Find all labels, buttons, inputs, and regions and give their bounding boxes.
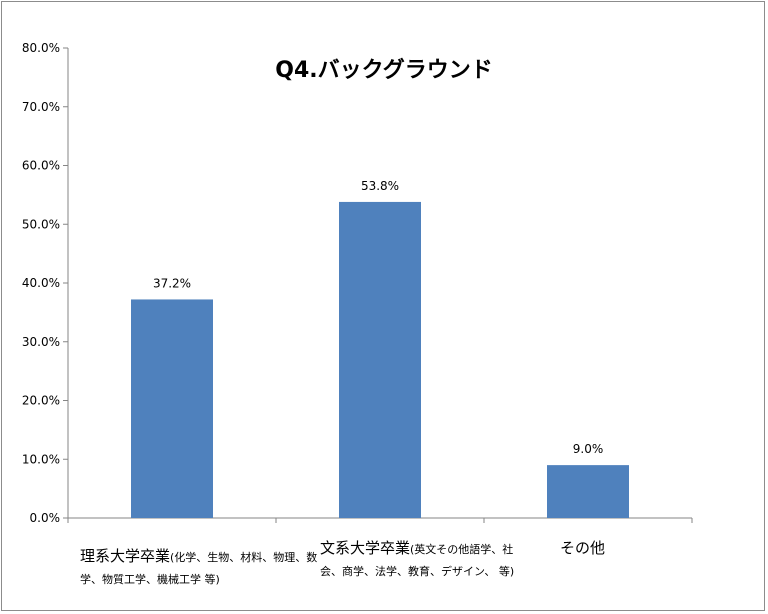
category-label-0: 理系大学卒業(化学、生物、材料、物理、数学、物質工学、機械工学 等)	[80, 546, 330, 590]
chart-title: Q4.バックグラウンド	[275, 58, 493, 83]
data-label: 9.0%	[573, 442, 604, 456]
category-detail-0: (化学、生物、材料、物理、数学、物質工学、機械工学 等)	[80, 551, 318, 586]
data-label: 37.2%	[153, 276, 191, 290]
category-main-0: 理系大学卒業	[80, 547, 171, 565]
category-detail-1: (英文その他語学、社会、商学、法学、教育、デザイン、 等)	[320, 543, 515, 578]
y-tick-label: 40.0%	[22, 276, 60, 290]
y-tick-label: 50.0%	[22, 217, 60, 231]
category-label-2: その他	[560, 538, 680, 558]
y-tick-label: 20.0%	[22, 394, 60, 408]
bar	[547, 465, 629, 518]
y-tick-label: 0.0%	[30, 511, 61, 525]
category-main-1: 文系大学卒業	[320, 539, 411, 557]
y-tick-label: 70.0%	[22, 100, 60, 114]
y-tick-label: 30.0%	[22, 335, 60, 349]
category-label-1: 文系大学卒業(英文その他語学、社会、商学、法学、教育、デザイン、 等)	[320, 538, 520, 582]
bar	[131, 299, 213, 518]
data-label: 53.8%	[361, 179, 399, 193]
category-main-2: その他	[560, 539, 606, 557]
y-tick-label: 80.0%	[22, 41, 60, 55]
bar	[339, 201, 421, 519]
y-tick-label: 60.0%	[22, 159, 60, 173]
y-tick-label: 10.0%	[22, 452, 60, 466]
